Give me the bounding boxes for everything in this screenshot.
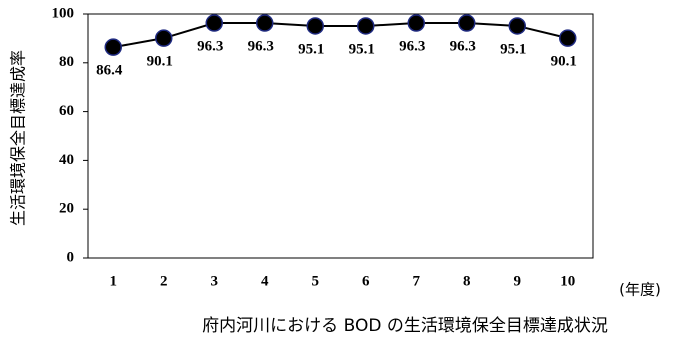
- data-label: 95.1: [298, 41, 324, 57]
- x-axis-label: (年度): [619, 281, 661, 299]
- marker: [407, 14, 425, 32]
- x-tick-label: 5: [312, 273, 320, 289]
- data-label: 96.3: [450, 38, 476, 54]
- marker: [306, 17, 324, 35]
- data-label: 96.3: [399, 38, 425, 54]
- marker: [205, 14, 223, 32]
- data-label: 86.4: [96, 63, 123, 79]
- x-tick-label: 9: [514, 273, 522, 289]
- x-tick-label: 7: [413, 273, 421, 289]
- y-tick-label: 20: [59, 201, 74, 217]
- y-tick-label: 80: [59, 54, 74, 70]
- y-tick-label: 60: [59, 103, 74, 119]
- data-label: 90.1: [147, 54, 173, 70]
- marker: [458, 14, 476, 32]
- y-tick-label: 100: [52, 5, 75, 21]
- y-axis-label: 生活環境保全目標達成率: [9, 50, 28, 226]
- x-tick-label: 4: [261, 273, 269, 289]
- x-tick-label: 2: [160, 273, 168, 289]
- caption: 府内河川における BOD の生活環境保全目標達成状況: [202, 316, 608, 336]
- y-tick-label: 0: [67, 249, 75, 265]
- marker: [256, 14, 274, 32]
- marker: [155, 29, 173, 47]
- marker: [104, 38, 122, 56]
- marker: [559, 29, 577, 47]
- y-tick-label: 40: [59, 152, 74, 168]
- data-label: 96.3: [248, 38, 274, 54]
- marker: [357, 17, 375, 35]
- plot-frame: [87, 13, 594, 259]
- x-tick-label: 10: [560, 273, 575, 289]
- marker: [508, 17, 526, 35]
- data-label: 95.1: [349, 41, 375, 57]
- x-tick-label: 1: [110, 273, 118, 289]
- data-label: 96.3: [197, 38, 223, 54]
- data-label: 95.1: [500, 41, 526, 57]
- data-label: 90.1: [551, 54, 577, 70]
- x-tick-label: 6: [362, 273, 370, 289]
- x-tick-label: 8: [463, 273, 471, 289]
- line: [113, 22, 568, 49]
- x-tick-label: 3: [211, 273, 219, 289]
